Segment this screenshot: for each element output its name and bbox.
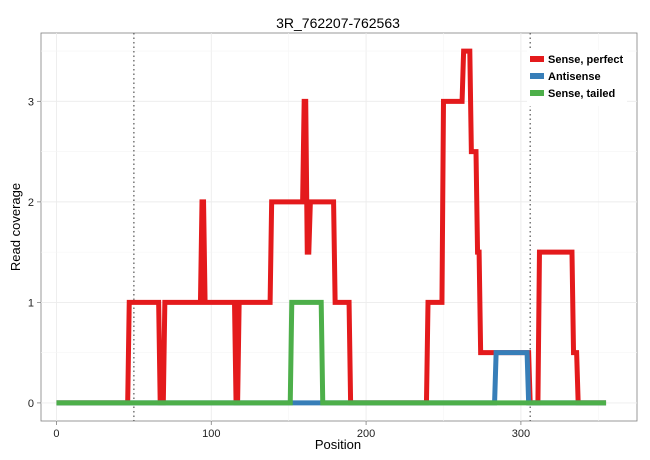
x-tick-label: 300: [512, 428, 530, 440]
y-axis: 0 1 2 3: [28, 96, 41, 410]
series-line-sense-tailed: [56, 299, 607, 406]
y-tick-label: 3: [28, 96, 34, 108]
legend-swatch-sense-tailed: [530, 90, 544, 96]
x-tick-label: 100: [202, 428, 220, 440]
legend-swatch-antisense: [530, 73, 544, 79]
legend-label-sense-perfect: Sense, perfect: [548, 54, 624, 66]
reference-lines: [133, 33, 531, 421]
chart-title: 3R_762207-762563: [276, 15, 400, 31]
y-tick-label: 0: [28, 398, 34, 410]
series-lines: [56, 48, 607, 406]
x-axis: 0 100 200 300: [53, 421, 530, 440]
x-tick-label: 200: [357, 428, 375, 440]
x-tick-label: 0: [53, 428, 59, 440]
y-tick-label: 1: [28, 297, 34, 309]
x-axis-title: Position: [315, 437, 361, 452]
legend-label-sense-tailed: Sense, tailed: [548, 88, 615, 100]
legend-swatch-sense-perfect: [530, 56, 544, 62]
legend-label-antisense: Antisense: [548, 71, 601, 83]
y-axis-title: Read coverage: [8, 183, 23, 271]
y-tick-label: 2: [28, 197, 34, 209]
legend: Sense, perfect Antisense Sense, tailed: [527, 50, 627, 106]
